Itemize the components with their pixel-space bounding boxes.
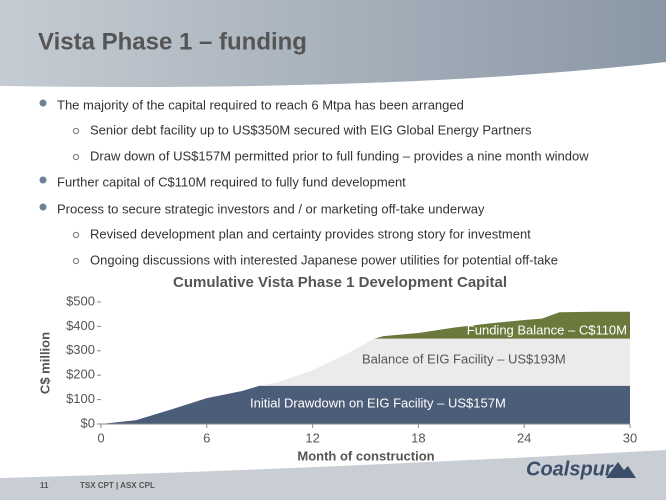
x-tick-label: 30 [623,430,637,445]
footer-band [0,450,666,500]
x-tick-label: 24 [517,430,531,445]
x-tick-label: 0 [97,430,104,445]
sub-bullet-text: Revised development plan and certainty p… [90,226,531,241]
y-tick-label: $200 [66,367,95,382]
x-tick-label: 12 [305,430,319,445]
bullet-text: Process to secure strategic investors an… [57,201,485,216]
series-label: Balance of EIG Facility – US$193M [362,351,566,366]
y-tick-label: $0 [81,415,95,430]
bullet-dot [39,203,47,211]
sub-bullet-text: Ongoing discussions with interested Japa… [90,252,558,267]
slide-title: Vista Phase 1 – funding [38,28,307,55]
series-label: Initial Drawdown on EIG Facility – US$15… [250,395,506,410]
y-tick-label: $500 [66,293,95,308]
tickers: TSX CPT | ASX CPL [80,481,155,490]
area [101,385,630,424]
chart-title: Cumulative Vista Phase 1 Development Cap… [173,274,507,291]
sub-bullet-ring [72,257,80,265]
bullet-dot [39,176,47,184]
page-number: 11 [40,481,49,490]
header-band [0,0,666,87]
series-label: Funding Balance – C$110M [467,322,627,337]
sub-bullet-text: Senior debt facility up to US$350M secur… [90,122,532,137]
y-axis-label: C$ million [37,332,52,394]
y-tick-label: $100 [66,391,95,406]
sub-bullet-text: Draw down of US$157M permitted prior to … [90,148,589,163]
area [101,338,630,424]
bullet-text: The majority of the capital required to … [57,97,464,112]
x-tick-label: 6 [203,430,210,445]
bullet-text: Further capital of C$110M required to fu… [57,174,406,189]
sub-bullet-ring [72,127,80,135]
x-tick-label: 18 [411,430,425,445]
sub-bullet-ring [72,153,80,161]
y-tick-label: $300 [66,342,95,357]
logo-mark [606,462,636,478]
x-axis-label: Month of construction [297,448,434,463]
bullet-dot [39,99,47,107]
y-tick-label: $400 [66,318,95,333]
sub-bullet-ring [72,231,80,239]
area [101,311,630,424]
logo: Coalspur [526,458,614,480]
